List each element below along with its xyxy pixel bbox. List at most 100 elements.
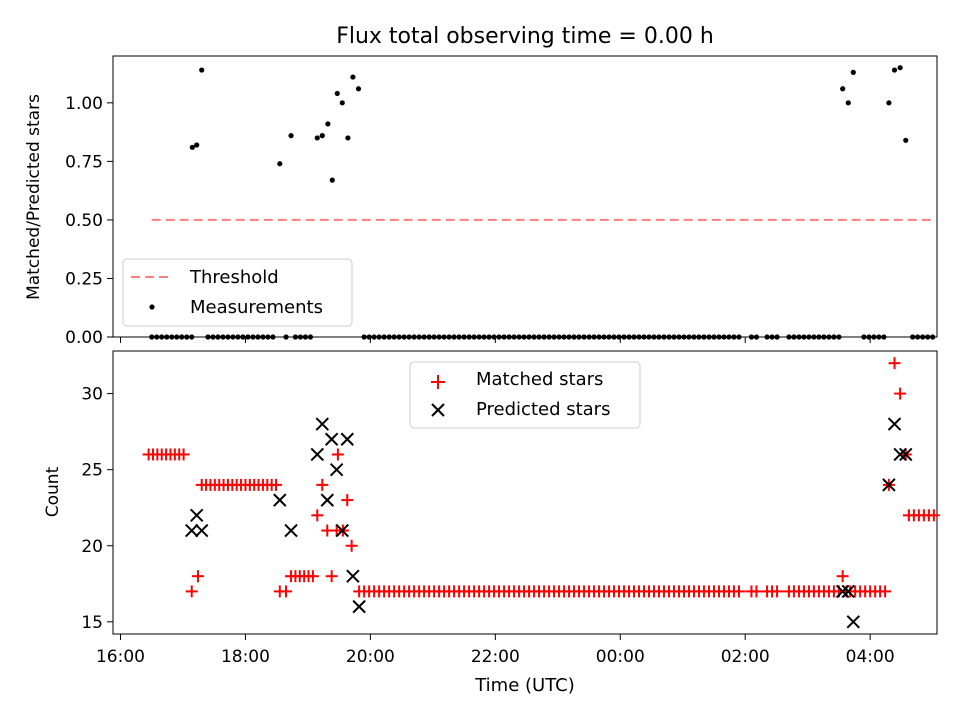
matched-star-point (345, 539, 358, 552)
measurement-point (816, 334, 822, 340)
measurement-point (516, 334, 522, 340)
predicted-star-point (310, 447, 324, 462)
legend-matched-swatch (431, 375, 445, 389)
measurement-point (366, 334, 372, 340)
legend-threshold-label: Threshold (189, 267, 279, 288)
x-tick-label: 18:00 (221, 647, 270, 667)
measurement-point (764, 334, 770, 340)
predicted-star-point (324, 432, 339, 446)
measurement-point (260, 334, 266, 340)
measurement-point (466, 334, 472, 340)
measurement-point (576, 334, 582, 340)
measurement-point (461, 334, 467, 340)
measurement-point (601, 334, 607, 340)
measurement-point (711, 334, 717, 340)
measurement-point (329, 177, 335, 183)
measurement-point (656, 334, 662, 340)
matched-star-point (836, 570, 849, 583)
measurement-point (611, 334, 617, 340)
ratio-x-ticks (119, 337, 871, 343)
measurement-point (255, 334, 261, 340)
measurement-point (319, 133, 325, 139)
predicted-star-point (835, 584, 850, 599)
measurement-point (491, 334, 497, 340)
measurement-points (149, 65, 936, 340)
measurement-point (526, 334, 532, 340)
measurement-point (546, 334, 552, 340)
measurement-point (240, 334, 246, 340)
measurement-point (897, 65, 903, 71)
measurement-point (277, 161, 283, 167)
y-tick-label: 0.75 (65, 152, 103, 172)
measurement-point (691, 334, 697, 340)
measurement-point (871, 334, 877, 340)
measurement-point (861, 334, 867, 340)
measurement-point (521, 334, 527, 340)
figure-title: Flux total observing time = 0.00 h (336, 24, 714, 49)
measurement-point (626, 334, 632, 340)
measurement-point (686, 334, 692, 340)
measurement-point (886, 100, 892, 106)
measurement-point (826, 334, 832, 340)
measurement-point (406, 334, 412, 340)
predicted-star-point (329, 462, 344, 477)
measurement-point (536, 334, 542, 340)
measurement-point (401, 334, 407, 340)
predicted-star-point (315, 417, 329, 431)
measurement-point (621, 334, 627, 340)
measurement-point (920, 334, 926, 340)
measurement-point (769, 334, 775, 340)
ratio-y-axis-label: Matched/Predicted stars (24, 94, 44, 300)
predicted-star-point (340, 432, 354, 446)
measurement-point (925, 334, 931, 340)
measurement-point (566, 334, 572, 340)
matched-star-point (280, 585, 293, 598)
measurement-point (506, 334, 512, 340)
measurement-point (302, 334, 309, 340)
measurement-point (801, 334, 807, 340)
measurement-point (381, 334, 387, 340)
measurement-point (334, 90, 340, 97)
counts-panel: 15 20 25 30 16:00 18:00 20:00 22:00 00:00 02:00 0… (43, 350, 940, 696)
measurement-point (881, 334, 887, 340)
predicted-star-point (335, 523, 349, 538)
measurement-point (876, 334, 882, 340)
predicted-star-point (346, 569, 360, 583)
measurement-point (174, 334, 180, 340)
matched-star-point (177, 448, 190, 461)
measurement-point (441, 334, 447, 340)
measurement-point (845, 100, 851, 106)
measurement-point (840, 86, 846, 92)
measurement-point (426, 334, 432, 340)
measurement-point (471, 334, 477, 340)
legend-predicted-label: Predicted stars (476, 399, 610, 420)
measurement-point (371, 334, 377, 340)
ratio-y-ticks: 0.00 0.25 0.50 0.75 1.00 (65, 94, 113, 348)
measurement-point (205, 334, 211, 340)
legend-predicted-swatch (431, 403, 445, 417)
measurement-point (831, 334, 837, 340)
x-axis-label: Time (UTC) (474, 675, 575, 696)
measurement-point (681, 334, 687, 340)
measurement-point (646, 334, 652, 340)
measurement-point (179, 334, 185, 340)
measurement-point (636, 334, 642, 340)
measurement-point (661, 334, 667, 340)
matched-star-point (750, 585, 763, 598)
measurement-point (154, 334, 160, 340)
measurement-point (235, 334, 241, 340)
predicted-star-point (195, 523, 209, 538)
measurement-point (731, 334, 737, 340)
measurement-point (164, 334, 170, 340)
matched-star-point (894, 387, 907, 400)
measurement-point (671, 334, 677, 340)
measurement-point (225, 334, 231, 340)
measurement-point (451, 334, 457, 340)
measurement-point (184, 334, 190, 340)
measurement-point (806, 334, 812, 340)
measurement-point (446, 334, 452, 340)
measurement-point (292, 334, 299, 340)
measurement-point (791, 334, 797, 340)
predicted-star-point (320, 493, 334, 507)
matched-star-point (311, 509, 324, 522)
